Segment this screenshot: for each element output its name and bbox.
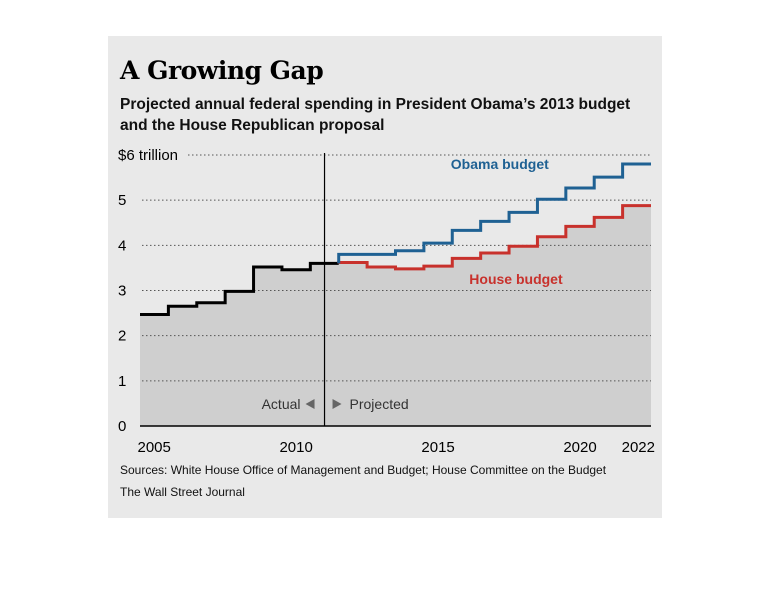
publisher-credit: The Wall Street Journal [120,485,245,499]
x-tick-label: 2020 [563,439,596,456]
house-budget-label: House budget [469,271,563,287]
house-budget-line [337,204,651,271]
y-tick-label: $6 trillion [118,147,178,164]
y-tick-label: 0 [118,418,126,435]
x-tick-label: 2015 [421,439,454,456]
divider-layer: Actual Projected [262,153,409,426]
projected-label: Projected [350,396,409,412]
y-tick-label: 1 [118,373,126,390]
series-layer [140,162,651,316]
right-arrow-icon [332,399,342,409]
series-labels: Obama budget House budget [451,156,563,287]
x-tick-label: 2005 [138,439,171,456]
actual-spending-line [140,261,339,316]
x-axis-ticks: 2005 2010 2015 2020 2022 [138,439,655,456]
chart-panel: A Growing Gap Projected annual federal s… [108,36,662,518]
actual-label: Actual [262,396,301,412]
obama-budget-label: Obama budget [451,156,549,172]
y-tick-label: 3 [118,283,126,300]
y-tick-label: 5 [118,192,126,209]
x-tick-label: 2022 [622,439,655,456]
y-axis-ticks: 0 1 2 3 4 5 $6 trillion [118,147,178,435]
y-tick-label: 4 [118,237,126,254]
obama-budget-line [337,162,651,264]
shaded-area [140,205,651,426]
x-tick-label: 2010 [279,439,312,456]
area-layer [140,205,651,426]
sources-note: Sources: White House Office of Managemen… [120,463,607,477]
y-tick-label: 2 [118,328,126,345]
chart-title: A Growing Gap [120,56,324,85]
left-arrow-icon [305,399,315,409]
chart-subtitle: Projected annual federal spending in Pre… [120,96,631,134]
